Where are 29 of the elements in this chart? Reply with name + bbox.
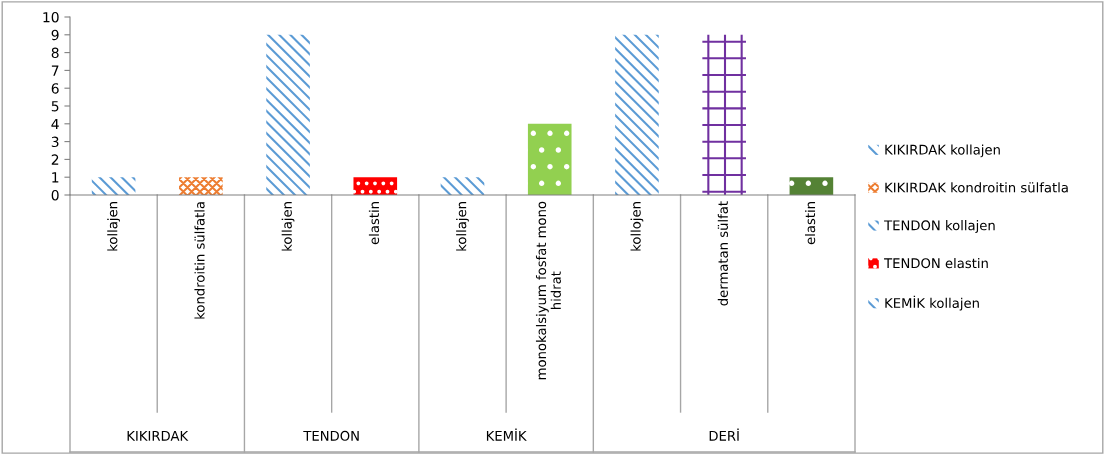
x-tick-label: elastin bbox=[368, 202, 380, 245]
text: DERİ bbox=[709, 428, 739, 441]
text: KEMİK bbox=[486, 428, 527, 441]
legend-label: TENDON elastin bbox=[884, 257, 988, 269]
y-tick-label: 2 bbox=[51, 154, 59, 165]
x-tick-label: kollajen bbox=[107, 202, 120, 251]
x-tick-label: dermatan sülfat bbox=[717, 201, 728, 306]
x-tick-label: kollojen bbox=[630, 202, 644, 251]
y-tick-label: 8 bbox=[51, 47, 59, 59]
y-tick-label: 10 bbox=[43, 11, 59, 23]
legend-label: KEMİK kollajen bbox=[885, 295, 979, 311]
y-tick-label: 5 bbox=[51, 101, 59, 112]
y-tick-label: 4 bbox=[51, 118, 59, 130]
x-tick-label: kollajen bbox=[281, 202, 295, 251]
y-tick-label: 6 bbox=[51, 83, 59, 94]
y-tick-label: 9 bbox=[51, 29, 59, 41]
y-tick-label: 0 bbox=[51, 189, 59, 201]
x-tick-label: kondroitin sülfatla bbox=[194, 202, 205, 319]
text: TENDON bbox=[303, 430, 359, 441]
y-tick-label: 1 bbox=[52, 172, 59, 183]
text: KIKIRDAK bbox=[127, 431, 189, 441]
x-tick-label: monokalsiyum fosfat mono hidrat bbox=[535, 201, 561, 380]
y-tick-label: 3 bbox=[51, 136, 59, 148]
x-tick-label: elastin bbox=[805, 202, 816, 245]
legend-label: KIKIRDAK kollajen bbox=[885, 144, 1000, 158]
y-tick-label: 7 bbox=[51, 65, 59, 76]
legend-label: TENDON kollajen bbox=[884, 220, 995, 233]
legend-label: KIKIRDAK kondroitin sülfatla bbox=[885, 182, 1068, 193]
x-tick-label: kollajen bbox=[456, 202, 469, 251]
